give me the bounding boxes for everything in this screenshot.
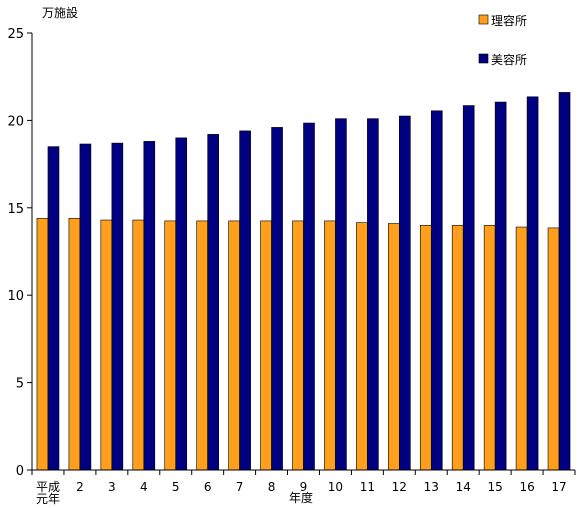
bar-beauty-9 — [335, 118, 347, 471]
bar-beauty-12 — [430, 110, 443, 471]
bar-barber-15 — [515, 226, 528, 471]
x-tick-label: 3 — [108, 480, 116, 494]
y-tick-label: 15 — [7, 202, 24, 217]
x-tick-label: 17 — [551, 480, 566, 494]
y-tick-label: 0 — [16, 464, 24, 479]
bar-beauty-5 — [207, 134, 219, 471]
y-tick-label: 5 — [16, 377, 24, 392]
legend-label-1: 美容所 — [491, 52, 527, 67]
y-tick-label: 10 — [7, 289, 24, 304]
x-tick-label: 10 — [328, 480, 343, 494]
bar-barber-4 — [164, 220, 177, 471]
bar-barber-7 — [260, 220, 272, 471]
bar-beauty-7 — [271, 127, 283, 471]
x-tick-label: 元年 — [36, 492, 60, 506]
bar-barber-3 — [132, 219, 145, 471]
bar-beauty-6 — [239, 130, 251, 471]
x-tick-label: 12 — [392, 480, 407, 494]
x-tick-label: 9 — [300, 480, 308, 494]
bar-beauty-3 — [143, 141, 156, 471]
y-tick-label: 20 — [7, 114, 24, 129]
bar-barber-5 — [196, 220, 208, 471]
bar-barber-11 — [388, 223, 400, 471]
y-tick-label: 25 — [7, 27, 24, 42]
x-tick-label: 11 — [360, 480, 375, 494]
bar-beauty-11 — [399, 115, 411, 471]
bar-barber-2 — [100, 219, 113, 471]
legend-swatch-0 — [478, 14, 489, 25]
bar-barber-14 — [483, 224, 496, 471]
x-tick-label: 14 — [456, 480, 471, 494]
bar-beauty-8 — [303, 122, 315, 471]
bar-beauty-15 — [526, 96, 539, 471]
bar-barber-13 — [451, 224, 464, 471]
bar-beauty-13 — [462, 105, 475, 471]
x-tick-label: 15 — [488, 480, 503, 494]
bar-beauty-0 — [47, 146, 60, 471]
legend-label-0: 理容所 — [491, 13, 527, 28]
bar-beauty-14 — [494, 101, 507, 471]
x-tick-label: 平成 — [36, 480, 60, 494]
bar-beauty-1 — [79, 143, 92, 471]
bar-barber-9 — [324, 220, 336, 471]
x-tick-label: 2 — [76, 480, 84, 494]
bar-barber-16 — [547, 227, 560, 471]
bar-barber-8 — [292, 220, 304, 471]
bar-barber-12 — [419, 224, 432, 471]
x-axis-label: 年度 — [289, 490, 313, 505]
x-tick-label: 13 — [424, 480, 439, 494]
legend-swatch-1 — [478, 53, 489, 64]
bar-barber-0 — [36, 217, 49, 471]
bar-barber-6 — [228, 220, 240, 471]
bar-beauty-2 — [111, 142, 124, 471]
x-tick-label: 7 — [236, 480, 244, 494]
x-tick-label: 4 — [140, 480, 148, 494]
x-tick-label: 5 — [172, 480, 180, 494]
x-tick-label: 8 — [268, 480, 276, 494]
bar-beauty-4 — [175, 137, 188, 471]
y-axis-unit-label: 万施設 — [42, 5, 78, 20]
x-tick-label: 16 — [519, 480, 534, 494]
bar-barber-10 — [356, 222, 368, 471]
bar-barber-1 — [68, 217, 81, 471]
bar-beauty-16 — [558, 92, 571, 471]
x-tick-label: 6 — [204, 480, 212, 494]
bar-beauty-10 — [367, 118, 379, 471]
